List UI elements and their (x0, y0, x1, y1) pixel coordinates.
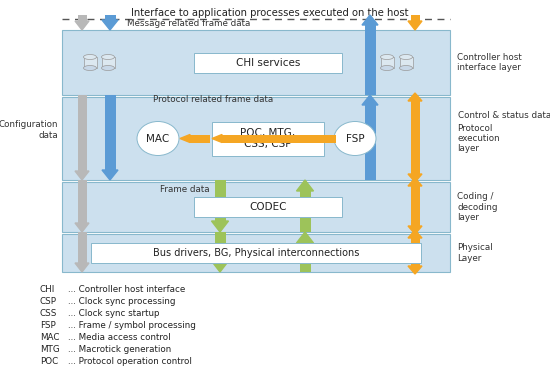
Bar (84, 57, 96, 68)
Bar (194, 52, 342, 73)
Text: ... Clock sync startup: ... Clock sync startup (68, 310, 160, 318)
Bar (78, 180, 86, 223)
Polygon shape (75, 171, 89, 180)
Text: Protocol
execution
layer: Protocol execution layer (457, 124, 499, 153)
Ellipse shape (381, 66, 393, 71)
Text: ... Frame / symbol processing: ... Frame / symbol processing (68, 322, 196, 330)
Bar (78, 15, 86, 21)
Bar (194, 197, 342, 217)
Text: ... Clock sync processing: ... Clock sync processing (68, 298, 175, 306)
Text: CHI: CHI (40, 286, 55, 295)
Polygon shape (408, 266, 422, 274)
Text: POC, MTG,
CSS, CSP: POC, MTG, CSS, CSP (240, 128, 295, 149)
Polygon shape (212, 261, 228, 272)
Text: MAC: MAC (146, 134, 169, 144)
Bar (300, 191, 311, 232)
Text: Control & status data: Control & status data (458, 110, 550, 120)
Bar (78, 232, 86, 263)
Polygon shape (362, 95, 378, 105)
Bar (410, 186, 420, 226)
Text: Controller host
interface layer: Controller host interface layer (457, 53, 522, 72)
Bar (91, 243, 421, 263)
Text: MTG: MTG (40, 345, 59, 354)
Polygon shape (212, 134, 222, 142)
Bar (365, 105, 376, 180)
Text: CSP: CSP (40, 298, 57, 306)
Polygon shape (75, 21, 89, 30)
Bar (214, 180, 225, 221)
Text: ... Macrotick generation: ... Macrotick generation (68, 345, 171, 354)
Text: POC: POC (40, 357, 58, 366)
Bar (300, 243, 311, 272)
Text: Message related frame data: Message related frame data (127, 20, 250, 29)
Ellipse shape (137, 122, 179, 156)
Bar (78, 95, 86, 171)
Bar (399, 57, 412, 68)
Bar (62, 97, 450, 180)
Text: CSS: CSS (40, 310, 57, 318)
Bar (102, 57, 114, 68)
Bar (365, 25, 376, 95)
Ellipse shape (84, 66, 96, 71)
Bar (190, 134, 210, 142)
Text: Configuration
data: Configuration data (0, 120, 58, 140)
Ellipse shape (102, 54, 114, 59)
Polygon shape (75, 223, 89, 232)
Text: Frame data: Frame data (160, 185, 210, 193)
Polygon shape (362, 15, 378, 25)
Polygon shape (102, 20, 118, 30)
Polygon shape (296, 232, 314, 243)
Text: Bus drivers, BG, Physical interconnections: Bus drivers, BG, Physical interconnectio… (153, 248, 359, 258)
Text: CHI services: CHI services (236, 58, 300, 68)
Polygon shape (408, 226, 422, 234)
Text: ... Controller host interface: ... Controller host interface (68, 286, 185, 295)
Bar (212, 122, 324, 156)
Polygon shape (212, 221, 228, 232)
Text: ... Protocol operation control: ... Protocol operation control (68, 357, 192, 366)
Bar (222, 134, 336, 142)
Text: FSP: FSP (346, 134, 364, 144)
Text: Protocol related frame data: Protocol related frame data (153, 95, 273, 105)
Bar (214, 232, 225, 261)
Bar (62, 182, 450, 232)
Polygon shape (296, 180, 314, 191)
Text: CODEC: CODEC (249, 202, 287, 212)
Text: ... Media access control: ... Media access control (68, 334, 170, 342)
Text: FSP: FSP (40, 322, 56, 330)
Bar (104, 15, 116, 20)
Bar (410, 101, 420, 174)
Ellipse shape (399, 66, 412, 71)
Polygon shape (408, 21, 422, 30)
Polygon shape (75, 263, 89, 272)
Ellipse shape (381, 54, 393, 59)
Ellipse shape (84, 54, 96, 59)
Bar (410, 15, 420, 21)
Polygon shape (408, 230, 422, 238)
Bar (381, 57, 393, 68)
Bar (104, 95, 116, 170)
Text: MAC: MAC (40, 334, 59, 342)
Polygon shape (102, 170, 118, 180)
Polygon shape (408, 178, 422, 186)
Bar (410, 238, 420, 266)
Text: Coding /
decoding
layer: Coding / decoding layer (457, 192, 498, 222)
Polygon shape (408, 93, 422, 101)
Text: Physical
Layer: Physical Layer (457, 243, 493, 263)
Ellipse shape (399, 54, 412, 59)
Polygon shape (180, 134, 190, 142)
Polygon shape (408, 174, 422, 182)
Ellipse shape (102, 66, 114, 71)
Bar (62, 234, 450, 272)
Text: Interface to application processes executed on the host: Interface to application processes execu… (131, 8, 409, 18)
Bar (62, 30, 450, 95)
Ellipse shape (334, 122, 376, 156)
